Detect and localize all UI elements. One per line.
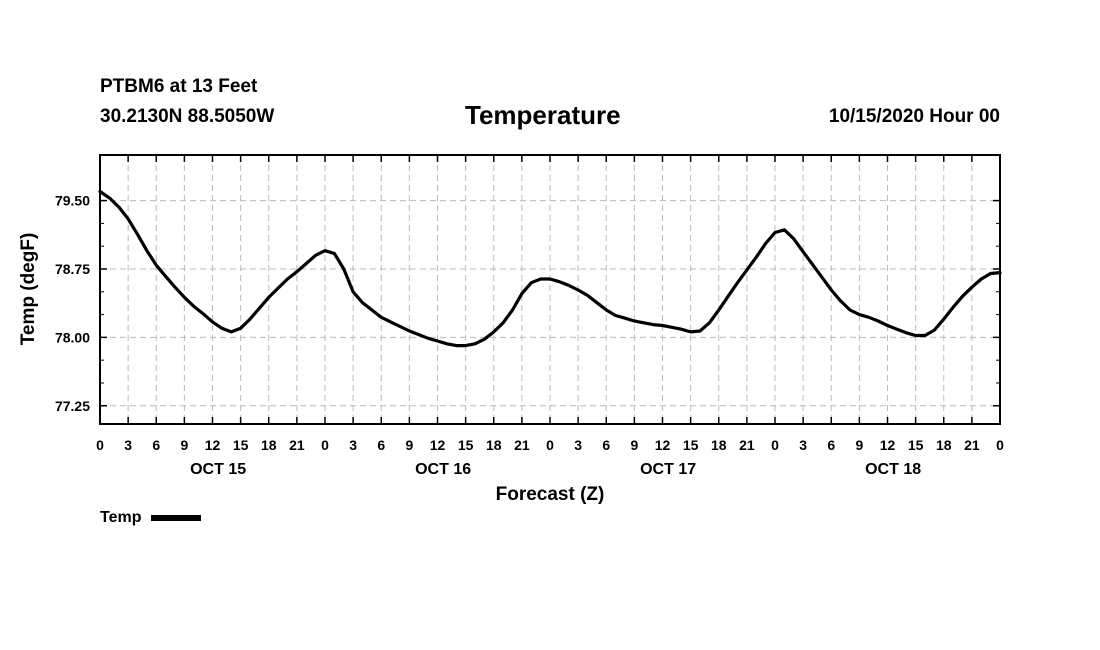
x-tick-label: 6 <box>602 437 610 453</box>
x-tick-label: 9 <box>180 437 188 453</box>
grid <box>100 155 1000 424</box>
x-tick-label: 3 <box>574 437 582 453</box>
x-tick-label: 21 <box>739 437 755 453</box>
day-label: OCT 18 <box>865 461 921 478</box>
x-tick-label: 6 <box>152 437 160 453</box>
day-label: OCT 15 <box>190 461 246 478</box>
station-label: PTBM6 at 13 Feet <box>100 76 258 97</box>
x-tick-label: 0 <box>321 437 329 453</box>
day-label: OCT 17 <box>640 461 696 478</box>
temp-series-line <box>98 189 1002 348</box>
day-label: OCT 16 <box>415 461 471 478</box>
x-tick-label: 3 <box>124 437 132 453</box>
x-tick-label: 18 <box>486 437 502 453</box>
y-tick-label: 77.25 <box>55 398 90 414</box>
chart-title: Temperature <box>465 100 621 130</box>
legend-label: Temp <box>100 509 142 526</box>
x-tick-label: 12 <box>430 437 446 453</box>
x-tick-label: 21 <box>514 437 530 453</box>
x-tick-label: 12 <box>655 437 671 453</box>
x-tick-label: 12 <box>880 437 896 453</box>
legend-line-swatch <box>151 515 202 521</box>
x-tick-label: 18 <box>711 437 727 453</box>
x-tick-label: 9 <box>855 437 863 453</box>
x-tick-label: 3 <box>349 437 357 453</box>
legend: Temp <box>100 509 202 527</box>
x-tick-label: 6 <box>827 437 835 453</box>
day-labels: OCT 15 OCT 16 OCT 17 OCT 18 <box>190 461 921 478</box>
x-tick-label: 0 <box>546 437 554 453</box>
x-tick-label: 9 <box>405 437 413 453</box>
x-axis-title: Forecast (Z) <box>496 484 605 505</box>
coordinates-label: 30.2130N 88.5050W <box>100 106 275 127</box>
x-tick-label: 15 <box>908 437 924 453</box>
x-tick-label: 0 <box>771 437 779 453</box>
forecast-datetime: 10/15/2020 Hour 00 <box>828 106 1000 127</box>
x-tick-label: 18 <box>261 437 277 453</box>
x-tick-label: 0 <box>96 437 104 453</box>
y-axis: 77.25 78.00 78.75 79.50 <box>55 193 1000 414</box>
x-tick-label: 15 <box>233 437 249 453</box>
x-tick-label: 21 <box>289 437 305 453</box>
x-tick-label: 12 <box>205 437 221 453</box>
x-tick-label: 6 <box>377 437 385 453</box>
y-tick-label: 79.50 <box>55 193 90 209</box>
y-axis-title: Temp (degF) <box>18 233 39 346</box>
x-tick-label: 15 <box>683 437 699 453</box>
x-axis: 0 3 6 9 12 15 18 21 0 3 6 9 12 15 18 21 0 3 6 9 12 15 18 21 0 3 6 9… <box>96 155 1004 453</box>
x-tick-label: 3 <box>799 437 807 453</box>
x-tick-label: 0 <box>996 437 1004 453</box>
y-tick-label: 78.00 <box>55 329 90 345</box>
x-tick-label: 21 <box>964 437 980 453</box>
x-tick-label: 18 <box>936 437 952 453</box>
x-tick-label: 9 <box>630 437 638 453</box>
y-tick-label: 78.75 <box>55 261 90 277</box>
x-tick-label: 15 <box>458 437 474 453</box>
